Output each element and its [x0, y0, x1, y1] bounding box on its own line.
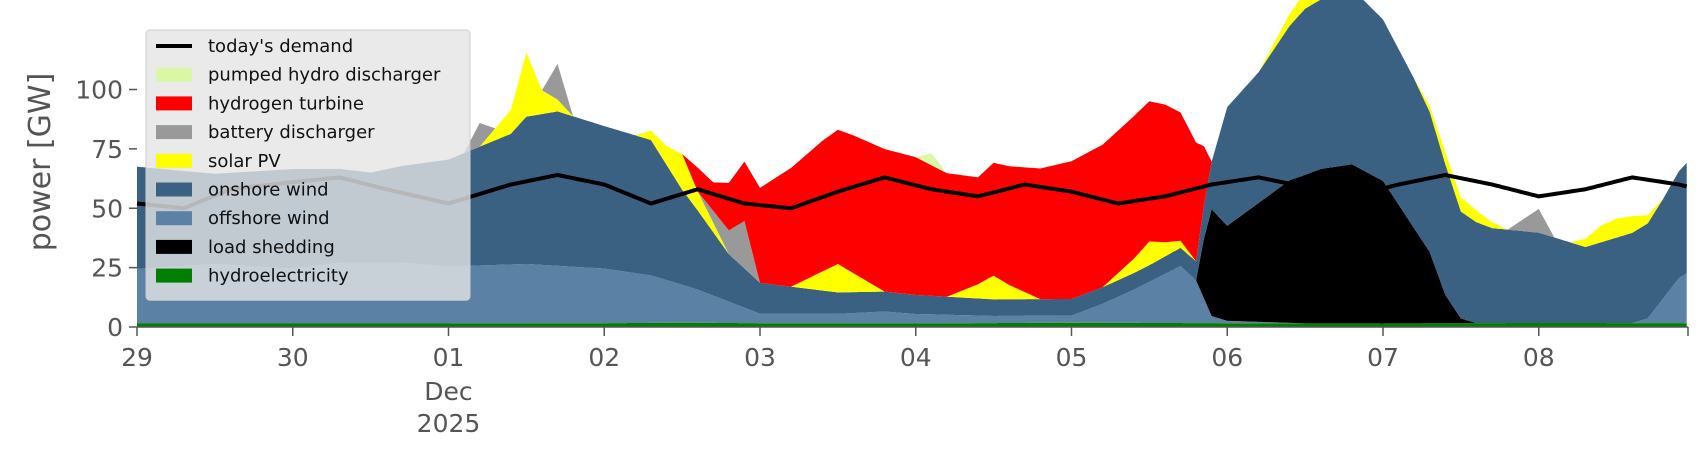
- legend-swatch-load-shedding: [156, 239, 192, 254]
- y-tick-label: 50: [91, 194, 123, 223]
- x-tick-label: 06: [1211, 343, 1243, 372]
- y-axis-label: power [GW]: [23, 73, 58, 252]
- legend-swatch-onshore-wind: [156, 182, 192, 197]
- area-hydrogen-turbine: [137, 0, 1687, 300]
- y-tick-label: 25: [91, 254, 123, 283]
- axes: 0 25 50 75 100 29 30 01 Dec 2025 02 03 04 05 06 07 08: [75, 76, 1689, 438]
- x-tick-month-label: Dec: [424, 377, 472, 406]
- x-tick-year-label: 2025: [417, 409, 481, 438]
- x-tick-label: 05: [1056, 343, 1088, 372]
- legend-box: [145, 29, 471, 301]
- area-offshore-wind: [137, 262, 1687, 324]
- stacked-areas: [137, 0, 1687, 327]
- legend-swatch-battery-discharger: [156, 125, 192, 140]
- legend-swatch-offshore-wind: [156, 211, 192, 226]
- area-onshore-wind: [137, 0, 1687, 324]
- legend-swatch-hydroelectricity: [156, 268, 192, 283]
- legend-label-load-shedding: load shedding: [208, 237, 335, 258]
- x-tick-label: 02: [588, 343, 620, 372]
- x-tick-label: 04: [900, 343, 932, 372]
- x-tick-label: 30: [277, 343, 309, 372]
- area-hydroelectricity: [137, 322, 1687, 327]
- legend: today's demand pumped hydro discharger hyd…: [145, 29, 471, 301]
- legend-label-onshore-wind: onshore wind: [208, 180, 329, 201]
- legend-swatch-hydrogen-turbine: [156, 96, 192, 111]
- x-tick-label: 01: [433, 343, 465, 372]
- y-tick-label: 100: [75, 76, 123, 105]
- x-tick-label: 07: [1367, 343, 1399, 372]
- legend-label-pumped-hydro-discharger: pumped hydro discharger: [208, 65, 441, 86]
- legend-swatch-pumped-hydro-discharger: [156, 67, 192, 82]
- y-tick-label: 75: [91, 135, 123, 164]
- legend-label-today-s-demand: today's demand: [208, 36, 353, 57]
- legend-label-hydroelectricity: hydroelectricity: [208, 266, 349, 287]
- area-load-shedding: [137, 164, 1687, 324]
- x-tick-label: 03: [744, 343, 776, 372]
- legend-label-solar-pv: solar PV: [208, 151, 281, 172]
- legend-label-battery-discharger: battery discharger: [208, 122, 375, 143]
- legend-label-hydrogen-turbine: hydrogen turbine: [208, 93, 364, 114]
- legend-swatch-solar-pv: [156, 153, 192, 168]
- area-solar-pv: [137, 0, 1687, 300]
- legend-label-offshore-wind: offshore wind: [208, 208, 330, 229]
- x-tick-label: 29: [121, 343, 153, 372]
- x-tick-label: 08: [1523, 343, 1555, 372]
- y-tick-label: 0: [107, 313, 123, 342]
